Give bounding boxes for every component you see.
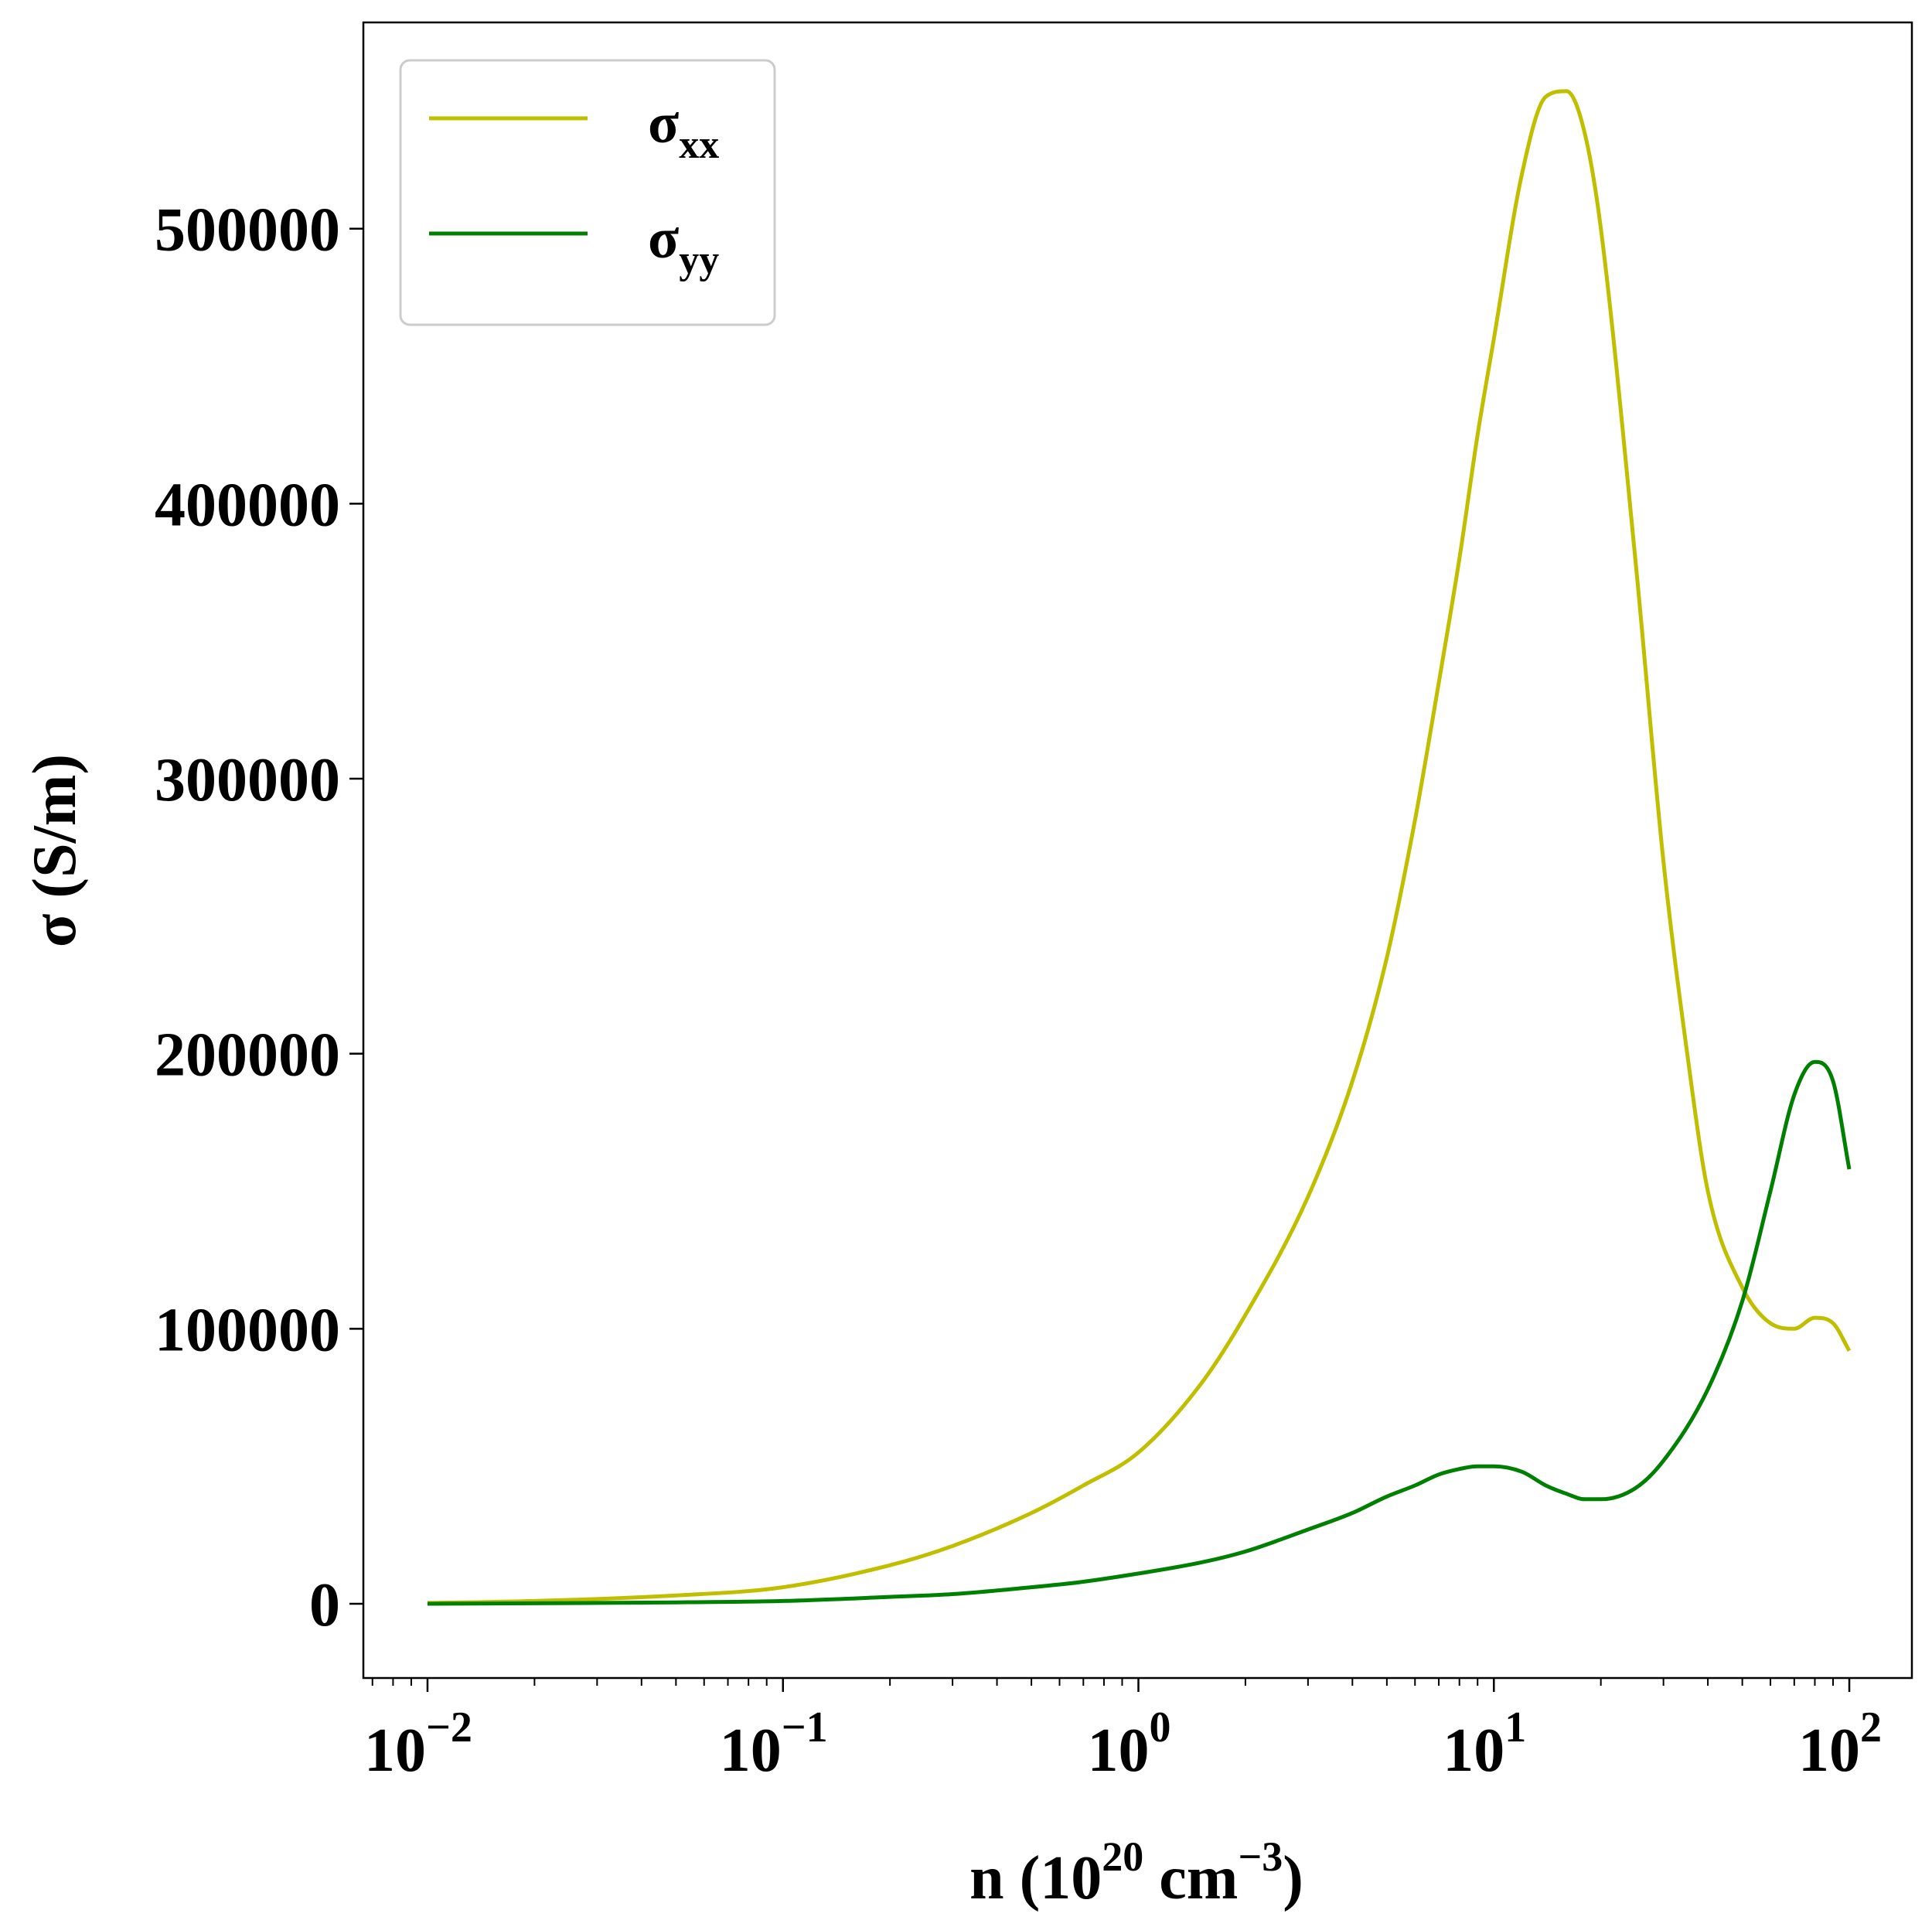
x-tick-label-exp: 1: [1504, 1704, 1526, 1751]
series-layer: [427, 89, 1852, 1606]
legend: σxx σyy: [399, 59, 776, 326]
x-tick-label: 10−2: [364, 1704, 472, 1785]
x-tick-label-base: 10: [364, 1717, 426, 1785]
legend-sigma-xx-base: σ: [648, 92, 679, 155]
series-line-sigma-yy: [427, 1059, 1852, 1606]
x-axis-label: n (1020 cm−3): [969, 1833, 1303, 1912]
series-line-sigma-xx: [427, 89, 1852, 1605]
x-tick-label-base: 10: [1798, 1717, 1860, 1785]
x-tick-label: 10−1: [720, 1704, 828, 1785]
x-tick-label-base: 10: [1088, 1717, 1150, 1785]
x-label-exp1: 20: [1102, 1833, 1143, 1880]
x-label-suffix: ): [1283, 1844, 1303, 1912]
y-tick-label: 100000: [155, 1296, 340, 1364]
y-tick-label: 500000: [155, 196, 340, 264]
x-tick-label-exp: −2: [426, 1704, 472, 1751]
x-tick-label-base: 10: [1443, 1717, 1504, 1785]
legend-box: [399, 59, 776, 326]
x-tick-label-base: 10: [720, 1717, 782, 1785]
y-axis-label: σ (S/m): [21, 754, 89, 947]
x-label-mid: cm: [1143, 1844, 1238, 1912]
x-tick-label-exp: 0: [1150, 1704, 1171, 1751]
x-label-prefix: n (10: [969, 1844, 1102, 1912]
x-tick-label-exp: −1: [782, 1704, 828, 1751]
legend-sigma-yy-base: σ: [648, 207, 679, 271]
x-label-exp2: −3: [1238, 1833, 1283, 1880]
y-tick-label: 0: [309, 1571, 340, 1639]
x-tick-label-exp: 2: [1860, 1704, 1882, 1751]
legend-label-sigma-xx: σxx: [648, 92, 719, 167]
x-tick-label: 101: [1443, 1704, 1526, 1785]
y-axis-ticks: 0 100000 200000 300000 400000 500000: [155, 196, 363, 1639]
legend-sigma-xx-sub: xx: [679, 123, 719, 167]
y-tick-label: 200000: [155, 1021, 340, 1090]
legend-label-sigma-yy: σyy: [648, 207, 719, 282]
y-tick-label: 300000: [155, 746, 340, 814]
x-axis-ticks: 10−2 10−1 100 101 102: [364, 1678, 1882, 1785]
x-tick-label: 100: [1088, 1704, 1171, 1785]
y-tick-label: 400000: [155, 471, 340, 539]
legend-sigma-yy-sub: yy: [679, 238, 719, 282]
x-tick-label: 102: [1798, 1704, 1882, 1785]
